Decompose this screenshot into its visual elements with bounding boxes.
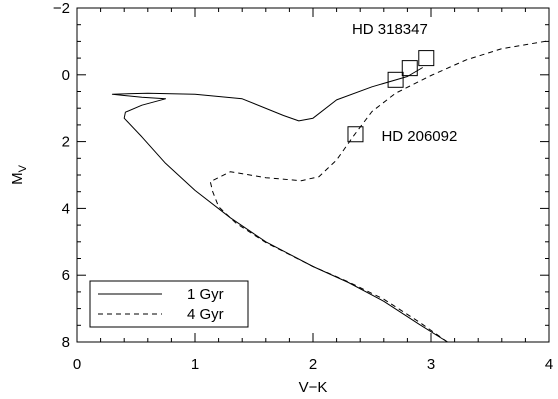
- star-marker: [418, 50, 435, 67]
- y-axis-label: MV: [9, 164, 29, 185]
- star-marker: [401, 60, 418, 77]
- x-tick-label: 2: [309, 356, 317, 373]
- annotation-layer: HD 318347 HD 206092: [352, 21, 457, 145]
- star-marker: [347, 126, 364, 143]
- legend-label-4gyr: 4 Gyr: [187, 306, 224, 323]
- x-axis-label: V−K: [299, 379, 328, 396]
- axis-ticks: [76, 7, 550, 343]
- y-tick-label: 6: [62, 267, 70, 284]
- series-line-4gyr: [209, 40, 550, 343]
- y-tick-label: 2: [62, 134, 70, 151]
- x-tick-label: 3: [427, 356, 435, 373]
- y-tick-label: 4: [62, 200, 70, 217]
- x-tick-label: 4: [545, 356, 553, 373]
- legend-box: [89, 280, 249, 328]
- star-marker: [387, 71, 404, 88]
- series-layer: [111, 40, 550, 343]
- y-tick-label: 8: [62, 334, 70, 351]
- star-annotation: HD 206092: [381, 128, 457, 145]
- x-tick-label: 0: [73, 356, 81, 373]
- tick-labels: 0 1 2 3 4 −2 0 2 4 6 8: [53, 0, 553, 373]
- marker-layer: [347, 50, 435, 143]
- y-tick-label: −2: [53, 0, 70, 17]
- y-axis-label-main: M: [9, 172, 26, 185]
- legend-label-1gyr: 1 Gyr: [187, 286, 224, 303]
- y-tick-label: 0: [62, 67, 70, 84]
- star-annotation: HD 318347: [352, 21, 428, 38]
- x-tick-label: 1: [191, 356, 199, 373]
- legend: 1 Gyr 4 Gyr: [89, 280, 249, 328]
- y-axis-label-sub: V: [17, 164, 29, 172]
